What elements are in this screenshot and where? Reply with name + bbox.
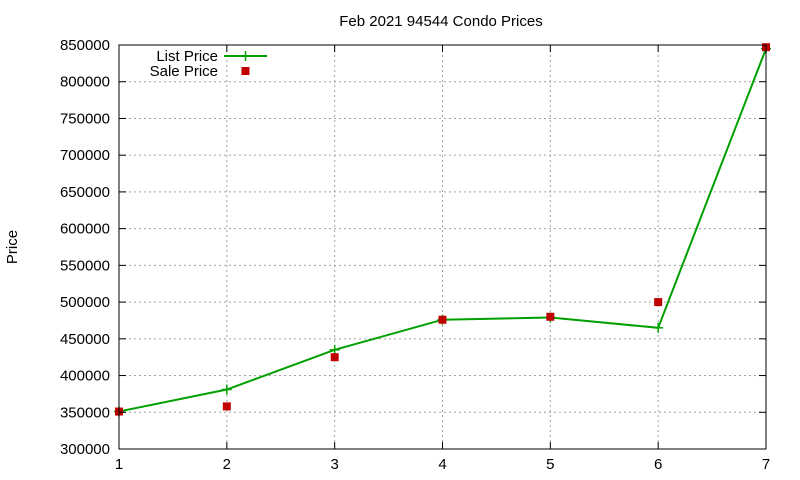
y-tick-label: 750000 (60, 110, 110, 127)
sale-price-point (438, 315, 447, 324)
y-tick-label: 450000 (60, 331, 110, 348)
y-tick-label: 500000 (60, 294, 110, 311)
y-tick-label: 300000 (60, 441, 110, 458)
y-tick-label: 550000 (60, 257, 110, 274)
legend-marker-sale-price (241, 67, 250, 75)
list-price-point (329, 344, 340, 355)
y-tick-label: 400000 (60, 368, 110, 385)
x-tick-label: 5 (546, 456, 554, 473)
x-tick-label: 1 (115, 456, 123, 473)
y-axis-label: Price (4, 230, 21, 264)
grid-layer (119, 45, 766, 449)
y-tick-label: 800000 (60, 74, 110, 91)
x-tick-label: 3 (330, 456, 338, 473)
list-price-point (653, 322, 664, 333)
legend-marker-list-price (240, 51, 251, 61)
sale-price-point (222, 402, 231, 411)
y-tick-label: 350000 (60, 404, 110, 421)
sale-price-point (330, 353, 339, 362)
x-tick-label: 4 (438, 456, 446, 473)
legend-label-sale-price: Sale Price (150, 63, 218, 80)
x-tick-label: 6 (654, 456, 662, 473)
plot-border (118, 44, 767, 450)
x-tick-label: 2 (223, 456, 231, 473)
y-tick-label: 600000 (60, 221, 110, 238)
x-tick-label: 7 (762, 456, 770, 473)
axes-frame (118, 44, 767, 450)
chart-title: Feb 2021 94544 Condo Prices (339, 13, 542, 30)
sale-price-point (546, 312, 555, 321)
y-tick-label: 850000 (60, 37, 110, 54)
y-tick-label: 700000 (60, 147, 110, 164)
tick-layer: 300000 350000 400000 450000 500000 550000 6000… (60, 37, 770, 473)
legend-label-list-price: List Price (156, 48, 218, 65)
list-price-point (221, 384, 232, 395)
sale-price-point (654, 298, 663, 307)
y-tick-label: 650000 (60, 184, 110, 201)
